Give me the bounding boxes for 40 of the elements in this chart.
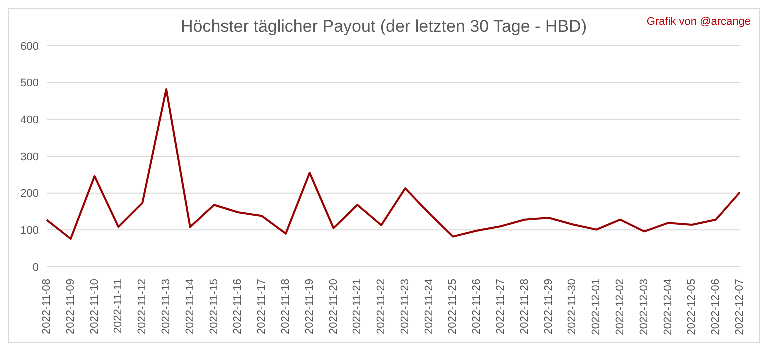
x-tick-label: 2022-12-07 xyxy=(734,279,746,336)
x-tick-label: 2022-11-26 xyxy=(471,279,484,334)
x-tick-label: 2022-11-28 xyxy=(518,279,531,334)
x-tick-label: 2022-12-02 xyxy=(614,279,627,336)
x-tick-label: 2022-11-24 xyxy=(423,279,436,334)
chart-title: Höchster täglicher Payout (der letzten 30 Tage - HBD) xyxy=(181,17,587,36)
x-tick-label: 2022-11-14 xyxy=(184,279,196,334)
y-tick-label: 400 xyxy=(20,114,39,127)
x-tick-label: 2022-11-21 xyxy=(352,279,364,334)
x-tick-label: 2022-12-05 xyxy=(686,279,698,336)
x-tick-label: 2022-11-13 xyxy=(160,279,172,334)
y-tick-label: 100 xyxy=(20,225,39,238)
x-tick-label: 2022-12-06 xyxy=(710,279,722,336)
x-tick-label: 2022-11-22 xyxy=(376,279,388,334)
x-tick-label: 2022-11-29 xyxy=(542,279,555,334)
x-tick-label: 2022-11-12 xyxy=(136,279,149,334)
x-tick-label: 2022-11-08 xyxy=(41,279,53,334)
y-tick-label: 500 xyxy=(20,78,39,90)
x-tick-label: 2022-12-03 xyxy=(638,279,650,336)
x-tick-label: 2022-11-17 xyxy=(256,279,268,334)
x-tick-label: 2022-12-04 xyxy=(662,279,674,336)
x-tick-label: 2022-11-23 xyxy=(399,279,412,334)
x-tick-label: 2022-11-16 xyxy=(232,279,244,334)
x-tick-label: 2022-11-11 xyxy=(112,279,125,334)
x-tick-label: 2022-11-09 xyxy=(64,279,77,334)
x-tick-label: 2022-11-20 xyxy=(328,279,340,334)
x-tick-label: 2022-11-18 xyxy=(280,279,292,334)
x-tick-label: 2022-11-15 xyxy=(208,279,220,334)
y-tick-label: 600 xyxy=(20,40,39,53)
y-tick-label: 300 xyxy=(20,151,39,164)
x-tick-label: 2022-11-30 xyxy=(566,279,579,334)
line-series xyxy=(46,88,741,240)
x-tick-label: 2022-12-01 xyxy=(590,279,603,336)
x-tick-label: 2022-11-25 xyxy=(447,279,460,334)
text: Grafik von @arcange xyxy=(646,16,751,28)
x-tick-label: 2022-11-27 xyxy=(495,279,508,334)
x-tick-label: 2022-11-10 xyxy=(88,279,101,334)
y-tick-label: 0 xyxy=(32,262,39,274)
y-tick-label: 200 xyxy=(20,188,39,200)
x-tick-label: 2022-11-19 xyxy=(304,279,316,334)
